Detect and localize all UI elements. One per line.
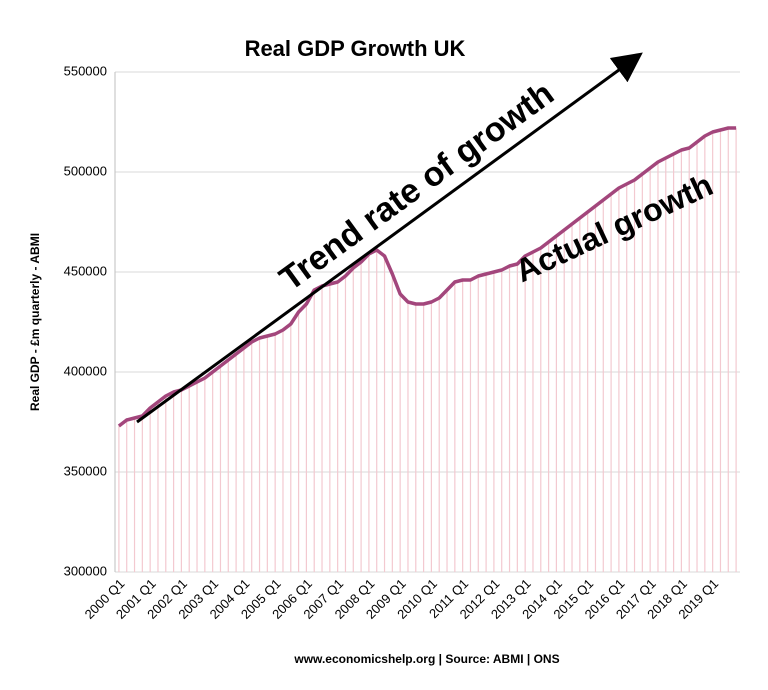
- y-tick-label: 400000: [64, 363, 107, 378]
- chart-title: Real GDP Growth UK: [245, 36, 466, 61]
- y-axis-label: Real GDP - £m quarterly - ABMI: [28, 233, 42, 411]
- trend-arrow: [136, 52, 643, 424]
- y-tick-label: 500000: [64, 163, 107, 178]
- y-tick-label: 350000: [64, 463, 107, 478]
- footer: www.economicshelp.org | Source: ABMI | O…: [293, 652, 559, 666]
- y-tick-label: 300000: [64, 563, 107, 578]
- y-tick-label: 450000: [64, 263, 107, 278]
- y-tick-label: 550000: [64, 63, 107, 78]
- data-line: [117, 126, 737, 428]
